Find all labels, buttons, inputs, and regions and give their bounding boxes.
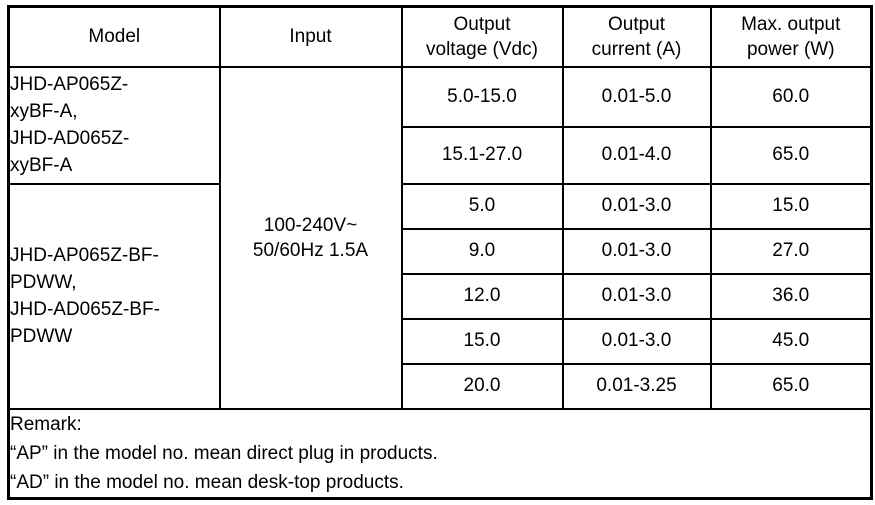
- remark-cell: Remark: “AP” in the model no. mean direc…: [7, 407, 873, 500]
- output-current-cell: 0.01-3.25: [561, 362, 712, 410]
- max-output-power-cell: 60.0: [709, 65, 873, 128]
- col-header-output-current: Output current (A): [561, 5, 712, 68]
- table-row: 20.0 0.01-3.25 65.0: [9, 362, 873, 410]
- col-header-output-voltage: Output voltage (Vdc): [400, 5, 564, 68]
- max-output-power-cell: 36.0: [709, 272, 873, 320]
- output-voltage-cell: 5.0: [400, 182, 564, 230]
- max-output-power-cell: 45.0: [709, 317, 873, 365]
- output-current-cell: 0.01-3.0: [561, 182, 712, 230]
- output-voltage-cell: 15.0: [400, 317, 564, 365]
- input-cell: 100-240V~ 50/60Hz 1.5A: [218, 65, 403, 410]
- output-current-cell: 0.01-3.0: [561, 227, 712, 275]
- max-output-power-cell: 65.0: [709, 362, 873, 410]
- col-header-max-output-power: Max. output power (W): [709, 5, 873, 68]
- max-output-power-cell: 27.0: [709, 227, 873, 275]
- remark-row: Remark: “AP” in the model no. mean direc…: [7, 407, 873, 500]
- header-row: Model Input Output voltage (Vdc) Output …: [7, 5, 873, 68]
- model-group-2-cell: JHD-AP065Z-BF- PDWW, JHD-AD065Z-BF- PDWW: [7, 182, 221, 410]
- output-current-cell: 0.01-3.0: [561, 272, 712, 320]
- power-spec-table: Model Input Output voltage (Vdc) Output …: [7, 5, 873, 500]
- output-current-cell: 0.01-3.0: [561, 317, 712, 365]
- col-header-input: Input: [218, 5, 403, 68]
- table-row: JHD-AP065Z-BF- PDWW, JHD-AD065Z-BF- PDWW…: [7, 182, 873, 410]
- table-row: 9.0 0.01-3.0 27.0: [9, 227, 873, 275]
- output-voltage-cell: 9.0: [400, 227, 564, 275]
- output-voltage-cell: 12.0: [400, 272, 564, 320]
- table-row: 15.0 0.01-3.0 45.0: [9, 317, 873, 365]
- output-current-cell: 0.01-5.0: [561, 65, 712, 128]
- output-voltage-cell: 15.1-27.0: [400, 125, 564, 185]
- table-row: 15.1-27.0 0.01-4.0 65.0: [9, 125, 873, 185]
- table-row: JHD-AP065Z- xyBF-A, JHD-AD065Z- xyBF-A 1…: [7, 65, 873, 410]
- max-output-power-cell: 65.0: [709, 125, 873, 185]
- output-voltage-cell: 20.0: [400, 362, 564, 410]
- remark-line-ap: “AP” in the model no. mean direct plug i…: [10, 442, 438, 464]
- max-output-power-cell: 15.0: [709, 182, 873, 230]
- table-row: 12.0 0.01-3.0 36.0: [9, 272, 873, 320]
- output-voltage-cell: 5.0-15.0: [400, 65, 564, 128]
- output-current-cell: 0.01-4.0: [561, 125, 712, 185]
- remark-line-ad: “AD” in the model no. mean desk-top prod…: [10, 471, 404, 493]
- model-group-1-cell: JHD-AP065Z- xyBF-A, JHD-AD065Z- xyBF-A: [7, 65, 221, 185]
- remark-title: Remark:: [10, 413, 82, 435]
- col-header-model: Model: [7, 5, 221, 68]
